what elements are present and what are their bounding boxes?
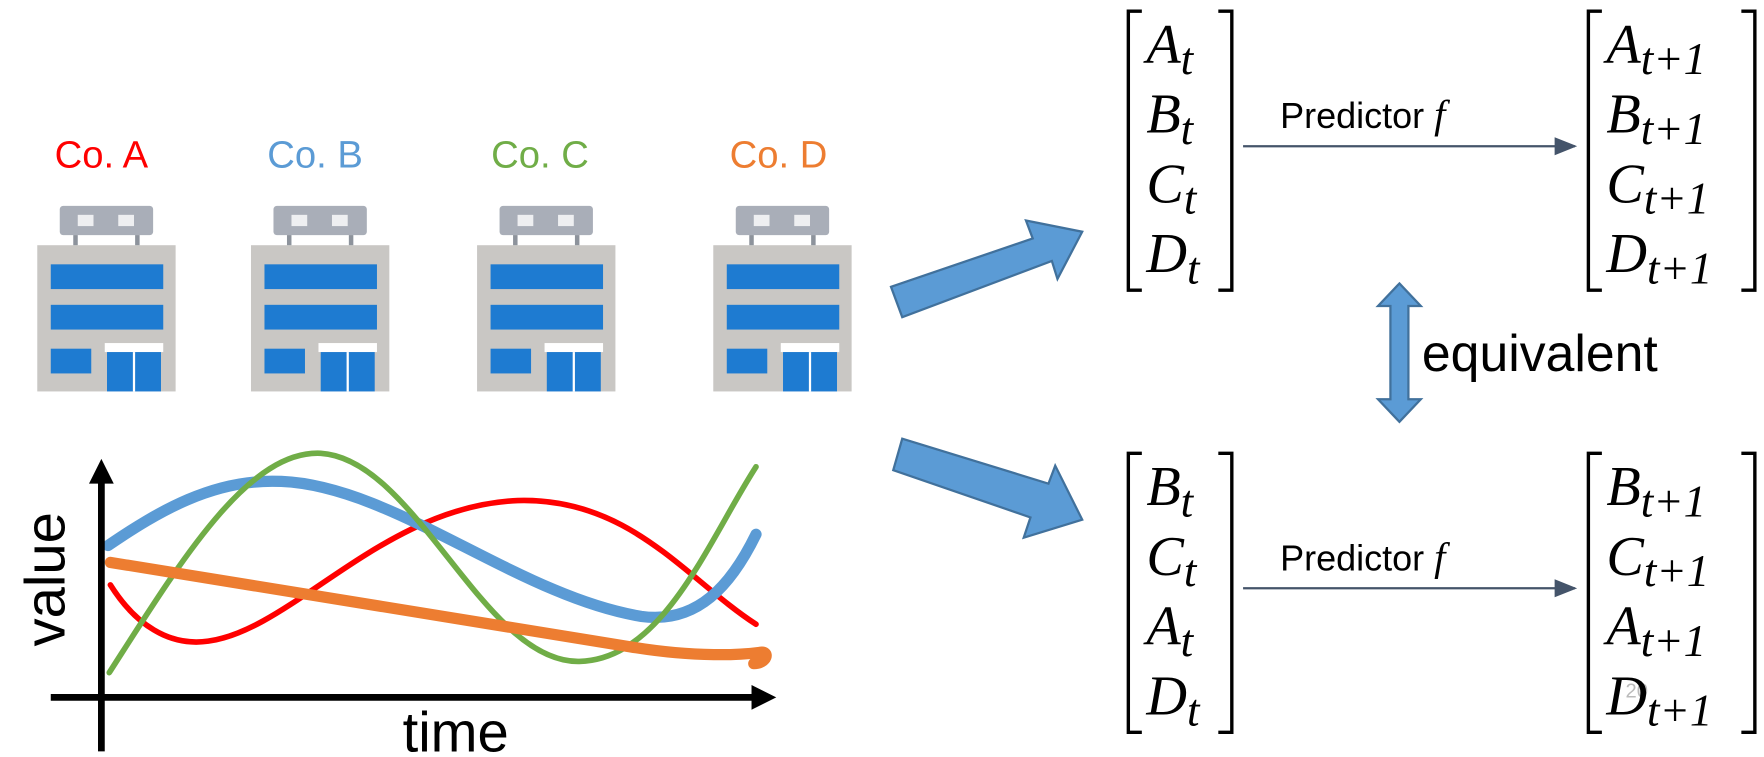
matrix-entry: Dt+1 bbox=[1605, 665, 1712, 735]
entry-subscript: t+1 bbox=[1641, 104, 1706, 154]
matrix-entry: Dt bbox=[1145, 223, 1201, 293]
company-label: Co. D bbox=[730, 134, 828, 177]
predictor-symbol: f bbox=[1434, 92, 1450, 137]
matrix-entry: Bt+1 bbox=[1606, 456, 1706, 526]
entry-letter: C bbox=[1146, 526, 1185, 588]
entry-subscript: t bbox=[1184, 174, 1198, 224]
bracket bbox=[1741, 11, 1754, 290]
matrix: At+1Bt+1Ct+1Dt+1 bbox=[1588, 11, 1754, 293]
building-icon bbox=[251, 206, 389, 392]
bracket bbox=[1218, 11, 1231, 290]
matrix-entry: Ct bbox=[1146, 526, 1198, 596]
matrix-entry: At bbox=[1142, 596, 1194, 666]
entry-letter: D bbox=[1145, 223, 1187, 285]
entry-letter: D bbox=[1605, 665, 1647, 727]
entry-subscript: t bbox=[1181, 616, 1195, 666]
entry-letter: C bbox=[1146, 153, 1185, 215]
entry-subscript: t bbox=[1184, 546, 1198, 596]
building-icon bbox=[477, 206, 615, 392]
entry-letter: B bbox=[1146, 456, 1180, 518]
entry-subscript: t+1 bbox=[1644, 174, 1709, 224]
page: { "companies": ["Co. A", "Co. B", "Co. C… bbox=[0, 0, 1764, 757]
predictor-symbol: f bbox=[1434, 534, 1450, 579]
matrix-entry: At+1 bbox=[1602, 14, 1706, 84]
bracket bbox=[1128, 453, 1141, 732]
matrix-entry: Dt+1 bbox=[1605, 223, 1712, 293]
entry-letter: B bbox=[1606, 84, 1640, 146]
entry-subscript: t bbox=[1181, 34, 1195, 84]
double-arrow bbox=[1378, 283, 1421, 421]
bracket bbox=[1588, 11, 1601, 290]
matrix-entry: Dt bbox=[1145, 665, 1201, 735]
slide: Co. A Co. B Co. C Co. D value time Predi… bbox=[0, 0, 1764, 757]
entry-subscript: t bbox=[1187, 243, 1201, 293]
company-label: Co. A bbox=[55, 134, 149, 177]
entry-letter: A bbox=[1602, 14, 1641, 76]
matrix-entry: Bt bbox=[1146, 456, 1194, 526]
entry-letter: B bbox=[1146, 84, 1180, 146]
matrix-entry: Bt+1 bbox=[1606, 84, 1706, 154]
entry-letter: B bbox=[1606, 456, 1640, 518]
entry-subscript: t bbox=[1187, 686, 1201, 736]
entry-subscript: t+1 bbox=[1641, 476, 1706, 526]
predictor-text: Predictor bbox=[1280, 537, 1424, 578]
matrix-entry: At+1 bbox=[1602, 596, 1706, 666]
entry-letter: A bbox=[1142, 596, 1181, 658]
bracket bbox=[1741, 453, 1754, 732]
matrix-entry: Ct bbox=[1146, 153, 1198, 223]
entry-letter: D bbox=[1145, 665, 1187, 727]
predictor-label: Predictor f bbox=[1280, 534, 1450, 579]
bracket bbox=[1128, 11, 1141, 290]
matrix-entry: Ct+1 bbox=[1606, 526, 1709, 596]
entry-subscript: t+1 bbox=[1647, 686, 1712, 736]
flow-arrow bbox=[893, 439, 1082, 538]
entry-subscript: t+1 bbox=[1644, 546, 1709, 596]
entry-subscript: t+1 bbox=[1641, 34, 1706, 84]
predictor-label: Predictor f bbox=[1280, 92, 1450, 137]
relation-label: equivalent bbox=[1422, 324, 1658, 382]
predictor-text: Predictor bbox=[1280, 95, 1424, 136]
flow-arrow bbox=[891, 220, 1082, 317]
entry-subscript: t+1 bbox=[1647, 243, 1712, 293]
matrix-entry: Bt bbox=[1146, 84, 1194, 154]
matrix: Bt+1Ct+1At+1Dt+1 bbox=[1588, 453, 1754, 735]
entry-subscript: t bbox=[1181, 476, 1195, 526]
entry-letter: D bbox=[1605, 223, 1647, 285]
plot-curves bbox=[108, 453, 766, 672]
entry-letter: C bbox=[1606, 526, 1645, 588]
building-icon bbox=[713, 206, 851, 392]
company-label: Co. B bbox=[267, 134, 363, 177]
entry-subscript: t bbox=[1181, 104, 1195, 154]
bracket bbox=[1588, 453, 1601, 732]
building-icon bbox=[37, 206, 175, 392]
company-label: Co. C bbox=[491, 134, 589, 177]
matrix-entry: At bbox=[1142, 14, 1194, 84]
y-axis-label: value bbox=[13, 512, 76, 646]
x-axis-label: time bbox=[403, 700, 509, 757]
entry-letter: C bbox=[1606, 153, 1645, 215]
entry-subscript: t+1 bbox=[1641, 616, 1706, 666]
matrix-entry: Ct+1 bbox=[1606, 153, 1709, 223]
entry-letter: A bbox=[1602, 596, 1641, 658]
entry-letter: A bbox=[1142, 14, 1181, 76]
bracket bbox=[1218, 453, 1231, 732]
